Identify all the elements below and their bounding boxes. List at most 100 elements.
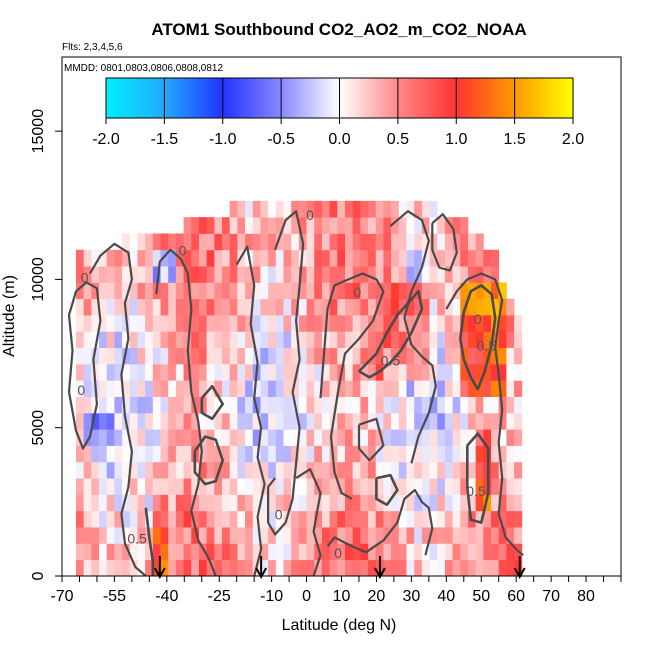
x-tick-label: -25 <box>208 588 231 605</box>
heat-cell <box>429 266 438 283</box>
heat-cell <box>91 445 100 463</box>
heat-cell <box>429 543 438 561</box>
heat-cell <box>129 445 138 463</box>
heat-cell <box>198 347 208 365</box>
heat-cell <box>391 249 400 267</box>
heat-cell <box>106 363 115 381</box>
heat-cell <box>360 347 369 365</box>
heat-cell <box>99 396 108 414</box>
heat-cell <box>83 429 92 446</box>
heat-cell <box>214 543 223 561</box>
heat-cell <box>467 266 477 283</box>
heat-cell <box>229 266 238 283</box>
heat-cell <box>467 363 477 381</box>
heat-cell <box>444 249 454 267</box>
heat-cell <box>321 200 331 218</box>
heat-cell <box>360 282 369 300</box>
heat-cell <box>122 559 131 576</box>
heat-cell <box>414 527 423 544</box>
heat-cell <box>344 478 354 495</box>
heat-cell <box>268 559 277 576</box>
heat-cell <box>360 429 369 446</box>
heat-cell <box>414 233 423 251</box>
heat-cell <box>344 527 354 544</box>
heat-cell <box>245 559 254 576</box>
heat-cell <box>114 298 123 316</box>
heat-cell <box>306 282 315 300</box>
heat-cell <box>421 429 430 446</box>
heat-cell <box>83 527 92 544</box>
heat-cell <box>514 412 523 430</box>
heat-cell <box>444 315 454 332</box>
heat-cell <box>352 363 361 381</box>
contour-half <box>466 432 490 524</box>
heat-cell <box>406 266 415 283</box>
heat-cell <box>475 494 484 512</box>
heat-cell <box>506 461 515 479</box>
heat-cell <box>175 396 184 414</box>
heat-cell <box>337 233 346 251</box>
heat-cell <box>467 347 477 365</box>
heat-cell <box>352 527 361 544</box>
heat-cell <box>160 429 169 446</box>
heat-cell <box>483 527 492 544</box>
heat-cell <box>175 347 184 365</box>
heat-cell <box>222 543 231 561</box>
heat-cell <box>114 527 123 544</box>
heat-cell <box>198 478 208 495</box>
heat-cell <box>414 461 423 479</box>
heat-cell <box>206 412 215 430</box>
heat-cell <box>137 315 146 332</box>
heat-cell <box>229 429 238 446</box>
heat-cell <box>222 380 231 397</box>
heat-cell <box>391 429 400 446</box>
heat-cell <box>283 266 292 283</box>
heat-cell <box>321 412 331 430</box>
heat-cell <box>467 249 477 267</box>
heat-cell <box>91 298 100 316</box>
heat-cell <box>283 217 292 234</box>
heat-cell <box>314 363 323 381</box>
heat-cell <box>329 347 338 365</box>
heat-cell <box>368 200 377 218</box>
heat-cell <box>491 494 500 512</box>
heat-cell <box>214 347 223 365</box>
heat-cell <box>229 315 238 332</box>
heat-cell <box>467 331 477 349</box>
heat-cell <box>214 412 223 430</box>
heat-cell <box>122 380 131 397</box>
heat-cell <box>152 233 161 251</box>
heat-cell <box>237 380 246 397</box>
heat-cell <box>421 200 430 218</box>
heat-cell <box>514 510 523 528</box>
heat-cell <box>206 315 215 332</box>
heat-cell <box>260 445 269 463</box>
heat-cell <box>506 543 515 561</box>
heat-cell <box>475 331 484 349</box>
heat-cell <box>368 510 377 528</box>
heat-cell <box>383 249 392 267</box>
heat-cell <box>498 478 507 495</box>
heat-cell <box>406 363 415 381</box>
contour-zero <box>295 468 322 576</box>
heat-cell <box>406 380 415 397</box>
heat-cell <box>283 363 292 381</box>
contour-zero <box>89 242 147 576</box>
heat-cell <box>414 396 423 414</box>
heat-cell <box>360 494 369 512</box>
contour-label: 0 <box>353 284 361 300</box>
heat-cell <box>437 478 446 495</box>
heat-cell <box>145 347 154 365</box>
heat-cell <box>475 315 484 332</box>
heat-cell <box>183 543 192 561</box>
heat-cell <box>83 396 92 414</box>
heat-cell <box>137 233 146 251</box>
heat-cell <box>298 445 307 463</box>
flight-marker-arrowhead <box>255 567 268 580</box>
heat-cell <box>114 461 123 479</box>
heat-cell <box>398 331 407 349</box>
heat-cell <box>175 412 184 430</box>
heat-cell <box>437 380 446 397</box>
chart-title: ATOM1 Southbound CO2_AO2_m_CO2_NOAA <box>151 20 526 39</box>
heat-cell <box>337 200 346 218</box>
